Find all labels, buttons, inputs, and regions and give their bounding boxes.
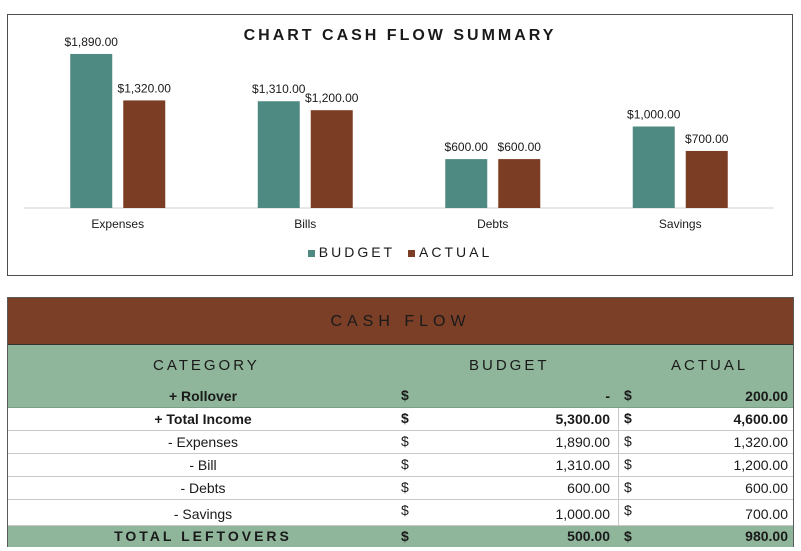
row-budget: 5,300.00	[555, 411, 611, 427]
column-divider	[618, 454, 619, 476]
x-tick-label-debts: Debts	[477, 217, 508, 231]
cash-flow-chart: CHART CASH FLOW SUMMARY $1,890.00 $1,320.…	[7, 14, 793, 276]
cash-flow-table: CASH FLOW CATEGORY BUDGET ACTUAL + Rollo…	[7, 297, 794, 547]
column-divider	[618, 408, 619, 430]
legend-budget: BUDGET	[307, 244, 396, 260]
row-budget: -	[605, 388, 610, 404]
currency-symbol: $	[401, 456, 409, 472]
x-tick-label-savings: Savings	[659, 217, 702, 231]
data-label-actual-debts: $600.00	[498, 140, 542, 154]
row-actual: 200.00	[745, 388, 788, 404]
table-title: CASH FLOW	[8, 298, 793, 345]
data-label-actual-expenses: $1,320.00	[118, 81, 172, 95]
currency-symbol: $	[624, 456, 632, 472]
currency-symbol: $	[401, 410, 409, 426]
row-category: TOTAL LEFTOVERS	[114, 528, 292, 544]
column-headers: CATEGORY BUDGET ACTUAL	[8, 345, 793, 385]
header-actual: ACTUAL	[671, 357, 749, 374]
row-category: - Savings	[173, 506, 233, 522]
currency-symbol: $	[624, 433, 632, 449]
table-row-income: + Total Income $ 5,300.00 $ 4,600.00	[8, 408, 793, 431]
column-divider	[618, 500, 619, 525]
currency-symbol: $	[624, 502, 632, 518]
row-budget: 600.00	[567, 480, 610, 496]
data-label-budget-savings: $1,000.00	[627, 108, 681, 122]
bar-actual-bills	[310, 110, 353, 208]
row-category: - Bill	[189, 457, 217, 473]
legend-actual: ACTUAL	[408, 244, 492, 260]
bar-actual-expenses	[123, 100, 166, 208]
row-actual: 600.00	[745, 480, 788, 496]
row-actual: 1,320.00	[733, 434, 789, 450]
column-divider	[618, 431, 619, 453]
currency-symbol: $	[624, 479, 632, 495]
legend-actual-label: ACTUAL	[419, 244, 493, 260]
bar-budget-savings	[632, 126, 675, 208]
x-tick-label-expenses: Expenses	[91, 217, 144, 231]
currency-symbol: $	[624, 410, 632, 426]
table-row-savings: - Savings $ 1,000.00 $ 700.00	[8, 500, 793, 526]
table-row-rollover: + Rollover $ - $ 200.00	[8, 385, 793, 408]
data-label-budget-debts: $600.00	[445, 140, 489, 154]
row-actual: 700.00	[745, 506, 788, 522]
row-actual: 1,200.00	[733, 457, 789, 473]
row-category: - Expenses	[167, 434, 239, 450]
row-budget: 500.00	[567, 528, 610, 544]
chart-plot: $1,890.00 $1,320.00 Expenses $1,310.00$1,20…	[24, 35, 774, 231]
bar-budget-expenses	[70, 53, 113, 209]
legend-budget-label: BUDGET	[318, 244, 396, 260]
x-tick-label-bills: Bills	[294, 217, 316, 231]
row-category: - Debts	[180, 480, 226, 496]
header-budget: BUDGET	[469, 357, 550, 374]
table-row-bill: - Bill $ 1,310.00 $ 1,200.00	[8, 454, 793, 477]
currency-symbol: $	[624, 387, 632, 403]
table-row-expenses: - Expenses $ 1,890.00 $ 1,320.00	[8, 431, 793, 454]
data-label-budget-bills: $1,310.00	[252, 82, 306, 96]
chart-title: CHART CASH FLOW SUMMARY	[243, 27, 557, 44]
row-actual: 4,600.00	[733, 411, 789, 427]
currency-symbol: $	[401, 433, 409, 449]
bar-budget-debts	[445, 159, 488, 208]
currency-symbol: $	[401, 502, 409, 518]
row-budget: 1,000.00	[555, 506, 611, 522]
bar-budget-bills	[257, 101, 300, 208]
legend-budget-swatch	[307, 249, 315, 257]
row-category: + Total Income	[154, 411, 252, 427]
data-label-actual-savings: $700.00	[685, 132, 729, 146]
row-budget: 1,890.00	[555, 434, 611, 450]
data-label-budget-expenses: $1,890.00	[65, 35, 119, 49]
table-row-total-leftovers: TOTAL LEFTOVERS $ 500.00 $ 980.00	[8, 526, 793, 547]
column-divider	[618, 477, 619, 499]
table-row-debts: - Debts $ 600.00 $ 600.00	[8, 477, 793, 500]
bar-actual-debts	[498, 159, 541, 208]
legend-actual-swatch	[408, 249, 415, 257]
chart-legend: BUDGET ACTUAL	[8, 244, 792, 260]
bar-actual-savings	[685, 150, 728, 208]
row-category: + Rollover	[168, 388, 238, 404]
header-category: CATEGORY	[153, 357, 260, 374]
data-label-actual-bills: $1,200.00	[305, 91, 359, 105]
row-actual: 980.00	[745, 528, 788, 544]
currency-symbol: $	[624, 528, 632, 544]
currency-symbol: $	[401, 387, 409, 403]
currency-symbol: $	[401, 528, 409, 544]
currency-symbol: $	[401, 479, 409, 495]
row-budget: 1,310.00	[555, 457, 611, 473]
